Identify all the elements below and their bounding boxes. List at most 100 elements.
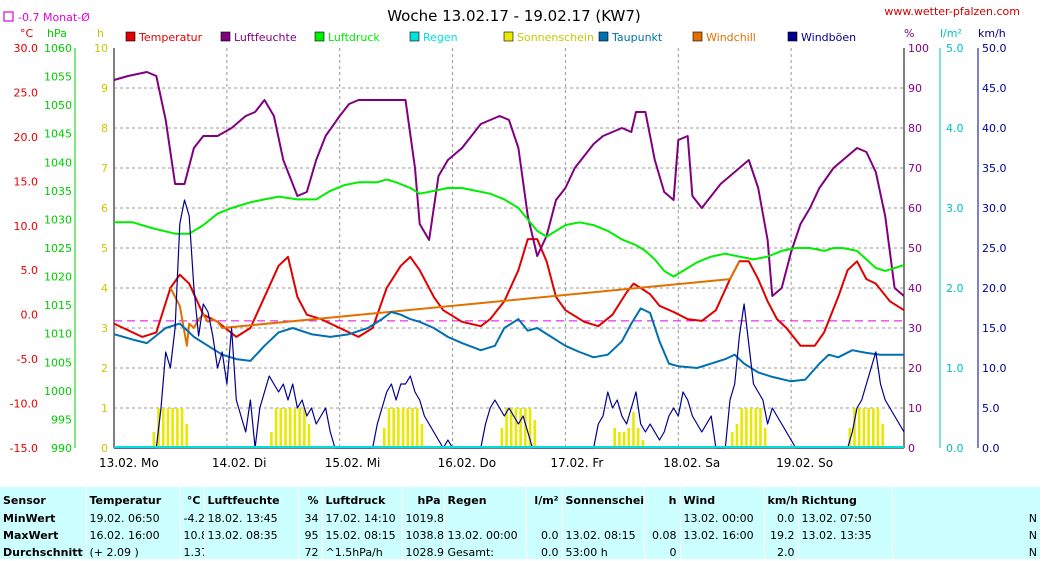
sunshine-bar-2 (161, 408, 165, 448)
stats-cell: 13.02. 08:35 (203, 527, 298, 544)
stats-cell (891, 487, 1040, 510)
stats-cell: 13.02. 07:50 (797, 510, 892, 527)
stats-cell: 18.02. 13:45 (203, 510, 298, 527)
legend-label-1: Luftfeuchte (234, 31, 297, 44)
sunshine-bar-48 (763, 428, 767, 448)
sunshine-bar-33 (533, 420, 537, 448)
stats-cell: 34 (297, 510, 322, 527)
tick-temperature-7: -5.0 (17, 353, 38, 366)
legend-label-3: Regen (423, 31, 458, 44)
sunshine-bar-13 (293, 408, 297, 448)
x-tick-label-4: 17.02. Fr (550, 456, 603, 470)
legend-swatch-5 (598, 31, 609, 42)
unit-sun: h (97, 27, 104, 40)
tick-wind-7: 15.0 (982, 322, 1007, 335)
stats-cell: l/m² (525, 487, 562, 510)
legend-label-4: Sonnenschein (517, 31, 594, 44)
sunshine-bar-28 (509, 408, 513, 448)
tick-pressure-9: 1015 (44, 299, 72, 312)
legend-swatch-4 (503, 31, 514, 42)
tick-temperature-6: 0.0 (21, 309, 39, 322)
sunshine-bar-47 (759, 408, 762, 448)
tick-humidity-9: 10 (908, 402, 922, 415)
x-tick-label-6: 19.02. So (776, 456, 833, 470)
stats-cell: 13.02. 13:35 (797, 527, 892, 544)
tick-pressure-3: 1045 (44, 128, 72, 141)
stats-cell: N (891, 544, 1040, 561)
sunshine-bar-30 (519, 408, 522, 448)
sunshine-bar-38 (632, 412, 635, 448)
sunshine-bar-15 (303, 408, 306, 448)
tick-temperature-2: 20.0 (14, 131, 39, 144)
stats-cell: Luftdruck (321, 487, 402, 510)
legend-label-0: Temperatur (138, 31, 203, 44)
tick-temperature-8: -10.0 (10, 398, 38, 411)
stats-cell (203, 544, 298, 561)
tick-rain-2: 3.0 (946, 202, 964, 215)
tick-sunshine-9: 1 (101, 402, 108, 415)
tick-humidity-5: 50 (908, 242, 922, 255)
stats-row: Durchschnitt(+ 2.09 )1.37 72^1.5hPa/h1028… (0, 544, 1040, 561)
unit-rain: l/m² (940, 27, 962, 40)
tick-pressure-1: 1055 (44, 71, 72, 84)
sunshine-bar-12 (288, 408, 292, 448)
sunshine-bar-4 (171, 408, 174, 448)
sunshine-bar-53 (867, 408, 870, 448)
x-tick-label-0: 13.02. Mo (99, 456, 159, 470)
sunshine-bar-43 (740, 408, 743, 448)
tick-humidity-0: 100 (908, 42, 929, 55)
series-line-5 (114, 199, 905, 449)
tick-temperature-9: -15.0 (10, 442, 38, 455)
chart-title: Woche 13.02.17 - 19.02.17 (KW7) (387, 7, 641, 25)
tick-pressure-12: 1000 (44, 385, 72, 398)
sunshine-bar-55 (876, 408, 880, 448)
legend-swatch-3 (409, 31, 420, 42)
tick-pressure-13: 995 (51, 413, 72, 426)
stats-cell: 19.2 (763, 527, 798, 544)
stats-cell: 0.08 (643, 527, 680, 544)
sunshine-bar-56 (881, 424, 885, 448)
stats-cell: MinWert (3, 512, 56, 525)
sunshine-bar-49 (848, 428, 852, 448)
tick-temperature-0: 30.0 (14, 42, 39, 55)
tick-pressure-8: 1020 (44, 271, 72, 284)
sunshine-bar-27 (505, 408, 508, 448)
stats-cell: 1.37 (179, 544, 204, 561)
sunshine-bar-16 (307, 424, 311, 448)
sunshine-bar-44 (745, 408, 748, 448)
sunshine-bar-26 (500, 428, 504, 448)
website-link[interactable]: www.wetter-pfalzen.com (884, 5, 1020, 18)
tick-humidity-10: 0 (908, 442, 915, 455)
stats-cell: 13.02. 00:00 (443, 527, 526, 544)
sunshine-bar-22 (406, 408, 410, 448)
unit-temp: °C (20, 27, 34, 40)
stats-cell (443, 510, 526, 527)
sunshine-bar-21 (401, 408, 405, 448)
stats-cell: (+ 2.09 ) (85, 544, 180, 561)
sunshine-bar-32 (528, 408, 532, 448)
sunshine-bar-10 (279, 408, 283, 448)
series-line-3 (113, 71, 905, 297)
stats-cell: N (891, 527, 1040, 544)
sunshine-bar-45 (749, 408, 753, 448)
tick-sunshine-0: 10 (94, 42, 108, 55)
sunshine-bar-54 (872, 408, 875, 448)
sunshine-bar-37 (627, 428, 631, 448)
tick-pressure-6: 1030 (44, 213, 72, 226)
tick-sunshine-8: 2 (101, 362, 108, 375)
axes: 30.025.020.015.010.05.00.0-5.0-10.0-15.0… (10, 42, 1007, 455)
legend-label-2: Luftdruck (328, 31, 380, 44)
stats-cell (797, 544, 892, 561)
tick-sunshine-2: 8 (101, 122, 108, 135)
tick-temperature-5: 5.0 (21, 264, 39, 277)
sunshine-bar-25 (420, 424, 424, 448)
sunshine-bar-40 (641, 440, 645, 448)
tick-humidity-8: 20 (908, 362, 922, 375)
stats-cell (525, 510, 562, 527)
stats-row: MinWert 19.02. 06:50 -4.2 18.02. 13:45 34 17.… (0, 510, 1040, 527)
tick-humidity-3: 70 (908, 162, 922, 175)
sunshine-bar-14 (298, 408, 301, 448)
sunshine-bar-3 (166, 408, 170, 448)
sunshine-bar-17 (382, 428, 386, 448)
sunshine-bar-41 (730, 432, 734, 448)
